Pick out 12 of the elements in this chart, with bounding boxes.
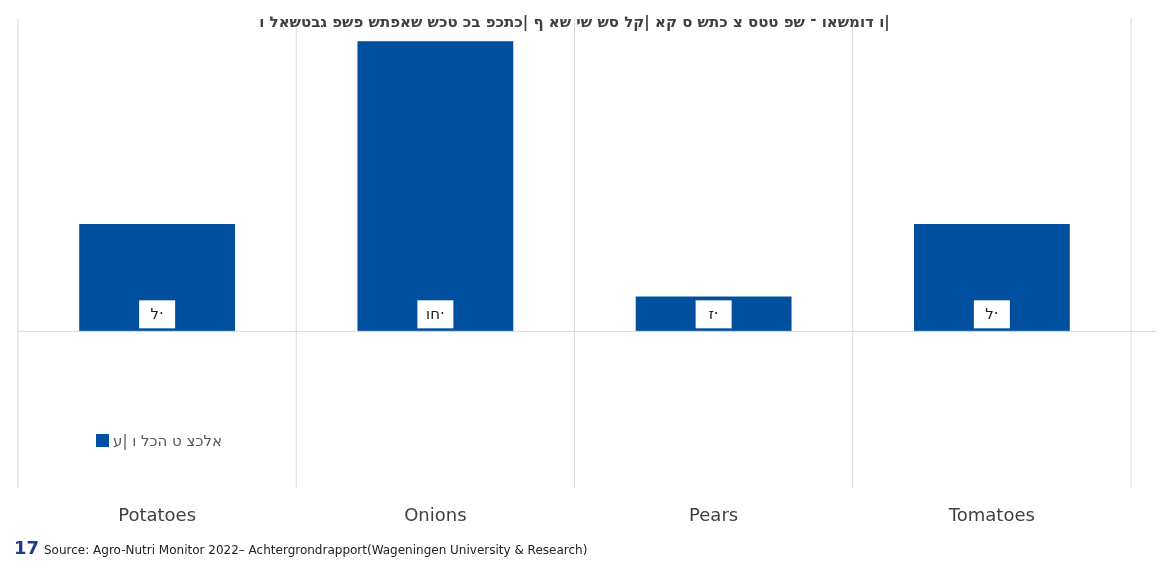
text: 17 xyxy=(14,537,40,558)
x-tick-label: Potatoes xyxy=(118,504,197,525)
x-tick-label: Tomatoes xyxy=(947,504,1035,525)
chart-title: ו לאשטבג פשפ שתפאש שכט כב פכתכ| ף אש יש שס לק| אק ס שתכ צ סטט פש ־ ואשמוד ו| xyxy=(259,13,890,32)
text: ל· xyxy=(985,305,999,324)
text: ז· xyxy=(708,305,719,324)
x-tick-label: Onions xyxy=(404,504,467,525)
source-note: Source: Agro-Nutri Monitor 2022– Achtergrondrapport(Wageningen University & Research) xyxy=(44,543,588,557)
text: וח· xyxy=(426,305,445,324)
text: ל· xyxy=(150,305,164,324)
legend-label: ע| ו לכה ט צכלא xyxy=(113,432,222,450)
x-tick-label: Pears xyxy=(689,504,739,525)
